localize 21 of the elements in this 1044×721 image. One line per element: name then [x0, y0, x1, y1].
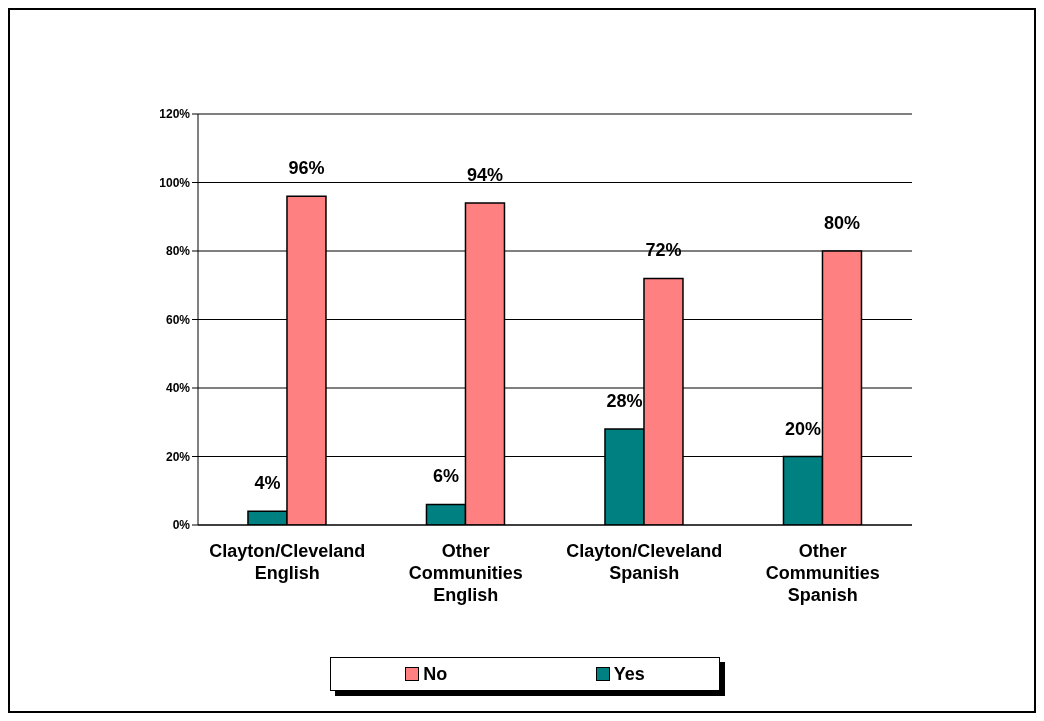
data-label: 72%	[645, 240, 682, 261]
y-tick-label: 60%	[165, 312, 191, 327]
y-tick-label: 100%	[159, 175, 191, 190]
legend-label: No	[422, 663, 448, 685]
data-label: 6%	[432, 466, 459, 487]
x-tick-label: Other Communities Spanish	[765, 541, 880, 605]
y-tick-label: 0%	[172, 518, 191, 533]
x-tick-label: Other Communities English	[408, 541, 523, 605]
y-tick-label: 20%	[165, 449, 191, 464]
y-tick-label: 120%	[159, 107, 191, 122]
x-tick-label: Clayton/Cleveland English	[209, 541, 366, 583]
x-tick-label: Clayton/Cleveland Spanish	[566, 541, 723, 583]
data-label: 94%	[466, 165, 503, 186]
legend-label: Yes	[612, 663, 645, 685]
data-label: 28%	[606, 391, 643, 412]
data-label: 20%	[784, 418, 821, 439]
data-label: 80%	[823, 213, 860, 233]
y-tick-label: 40%	[165, 381, 191, 396]
data-label: 96%	[288, 158, 325, 179]
y-tick-label: 80%	[165, 244, 191, 259]
data-label: 4%	[254, 473, 281, 494]
